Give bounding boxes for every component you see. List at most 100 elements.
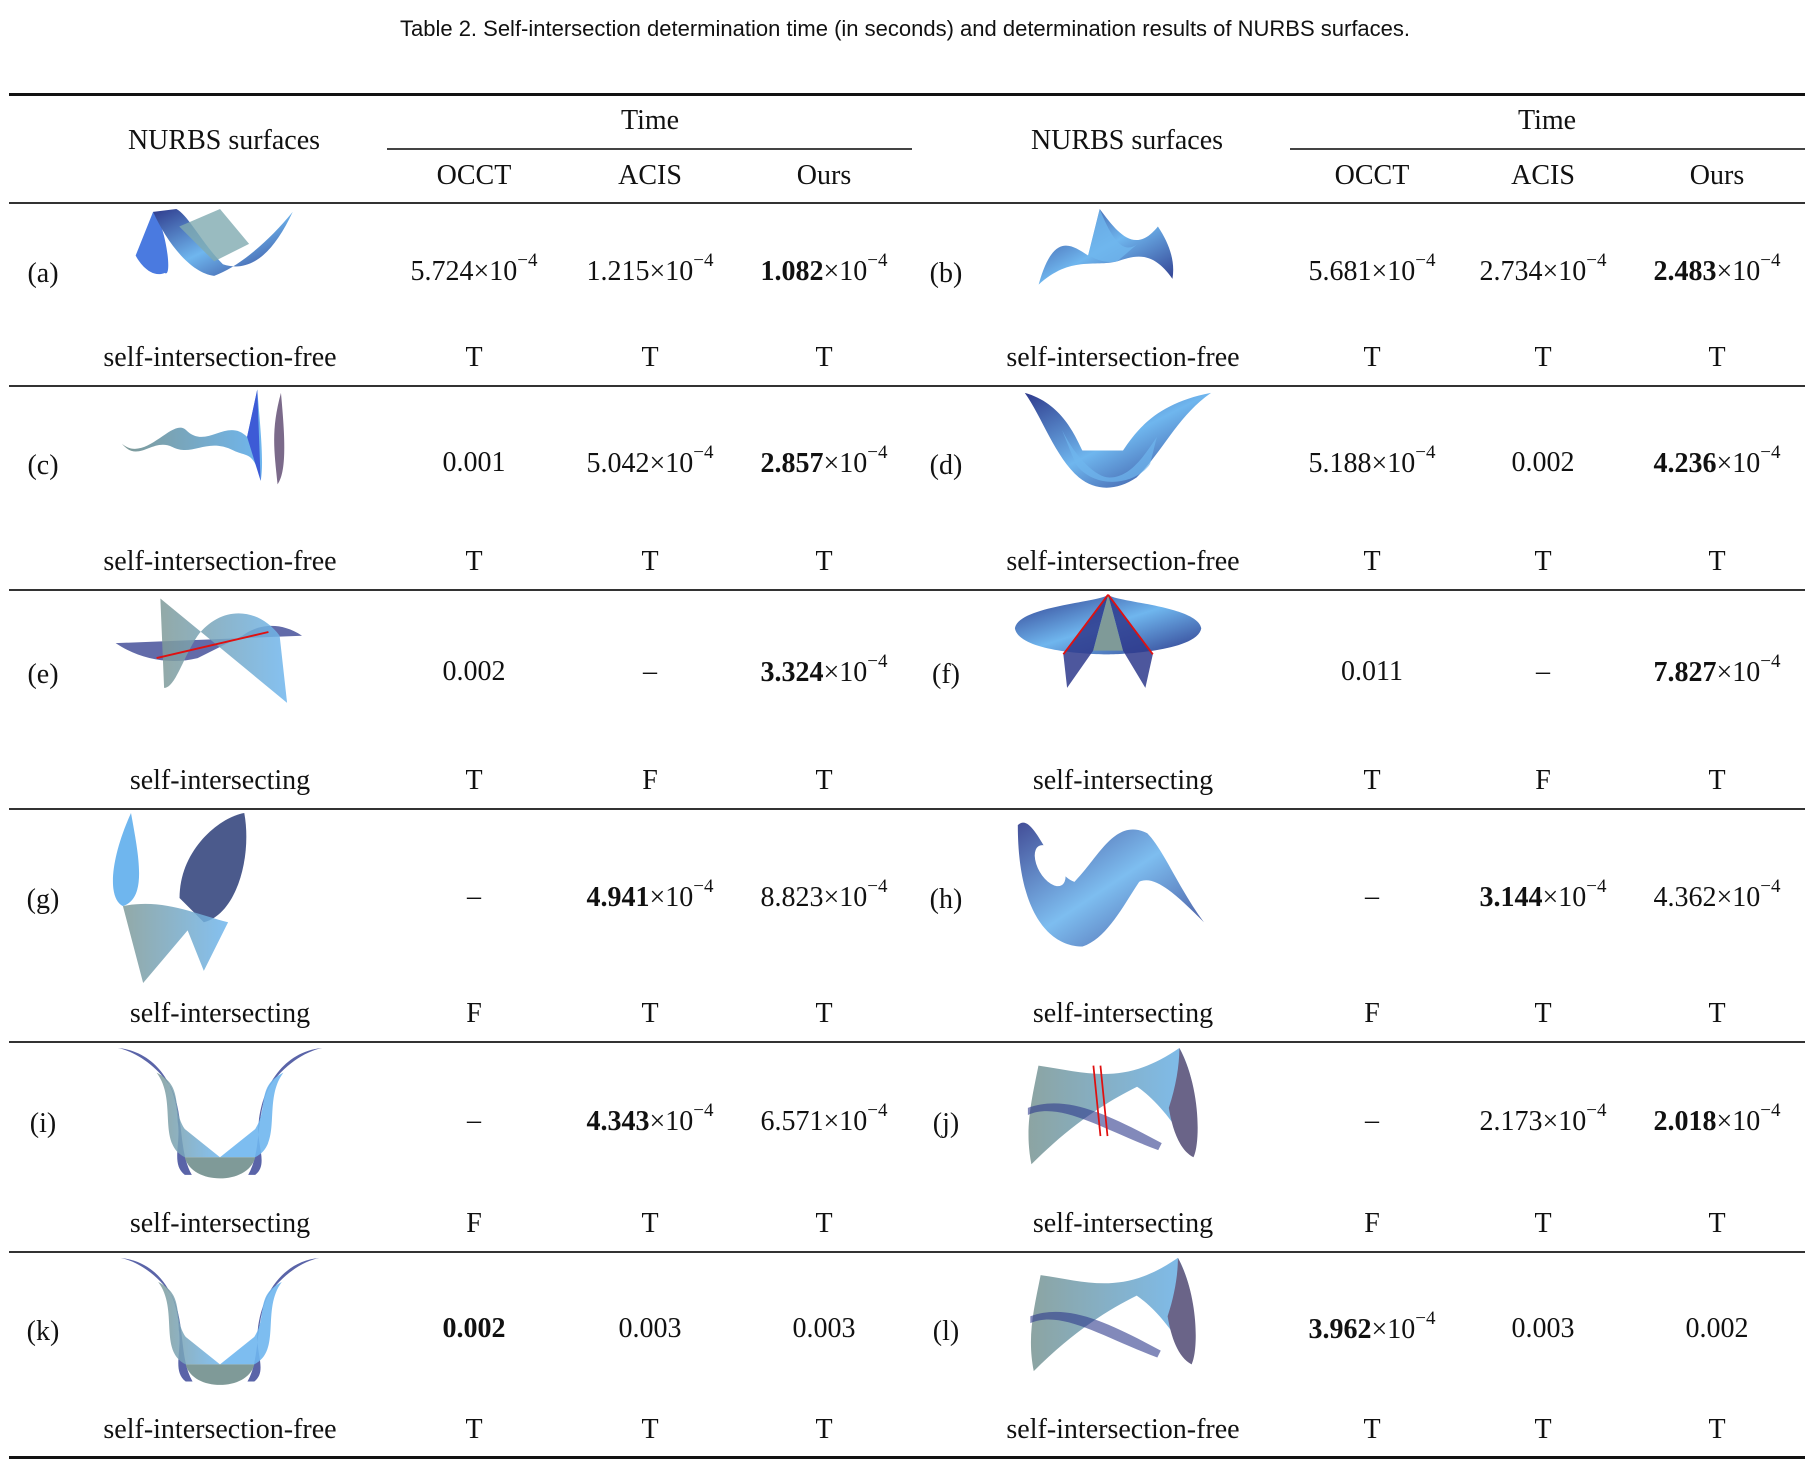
time-cell: – <box>1365 1105 1379 1137</box>
time-value: 0.002 <box>1511 447 1575 478</box>
time-cell: 1.215×10−4 <box>586 250 713 288</box>
result-cell: T <box>815 342 833 373</box>
nurbs-surface-image <box>1014 594 1202 688</box>
times-ten: ×10 <box>1371 448 1416 480</box>
time-value: 0.003 <box>792 1313 856 1344</box>
time-cell: 4.362×10−4 <box>1653 876 1780 914</box>
nurbs-surface-image <box>135 209 293 276</box>
time-mantissa: 2.018 <box>1653 1106 1717 1138</box>
time-mantissa: 2.483 <box>1653 256 1717 288</box>
time-cell: 2.173×10−4 <box>1479 1100 1606 1138</box>
header-surfaces-right: NURBS surfaces <box>1030 125 1224 156</box>
result-cell: T <box>1708 998 1726 1029</box>
time-exponent: −4 <box>1586 875 1607 897</box>
times-ten: ×10 <box>1716 657 1761 689</box>
time-value: – <box>643 656 657 687</box>
time-value: 0.003 <box>1511 1313 1575 1344</box>
determination-status: self-intersection-free <box>1006 546 1240 577</box>
time-mantissa: 3.144 <box>1479 882 1543 914</box>
row-rule <box>9 589 1805 591</box>
nurbs-surface-image <box>120 1257 320 1385</box>
nurbs-surface-image <box>112 813 247 983</box>
nurbs-surface-image <box>1030 1257 1196 1372</box>
surface-label: (g) <box>26 884 60 915</box>
table-caption: Table 2. Self-intersection determination… <box>399 16 1411 41</box>
time-exponent: −4 <box>867 441 888 463</box>
result-cell: T <box>1534 342 1552 373</box>
time-mantissa: 7.827 <box>1653 657 1717 689</box>
row-rule <box>9 385 1805 387</box>
header-time-right: Time <box>1517 105 1577 136</box>
time-mantissa: 4.941 <box>586 882 650 914</box>
time-exponent: −4 <box>867 875 888 897</box>
result-cell: F <box>466 1208 482 1239</box>
result-cell: T <box>815 1208 833 1239</box>
header-ours-left: Ours <box>796 160 852 191</box>
nurbs-surface-image <box>1017 822 1204 947</box>
surface-label: (c) <box>27 450 59 481</box>
table-row: (k) self-intersection-free 0.002 T 0.003 T 0.… <box>0 1252 1810 1458</box>
surface-label: (a) <box>27 258 59 289</box>
time-exponent: −4 <box>867 1099 888 1121</box>
time-cell: 0.003 <box>793 1313 856 1345</box>
times-ten: ×10 <box>823 657 868 689</box>
result-cell: F <box>1364 1208 1380 1239</box>
time-cell: 0.002 <box>443 1313 506 1345</box>
time-cell: – <box>643 656 657 688</box>
time-value: – <box>1536 656 1550 687</box>
determination-status: self-intersection-free <box>103 546 337 577</box>
time-value: 0.002 <box>1685 1313 1749 1344</box>
times-ten: ×10 <box>649 1106 694 1138</box>
time-rule-right <box>1290 148 1805 150</box>
table-row: (c) self-intersection-free 0.001 T 5.042 ×10… <box>0 386 1810 590</box>
time-cell: 3.962×10−4 <box>1308 1308 1435 1346</box>
time-exponent: −4 <box>1760 441 1781 463</box>
time-cell: 3.144×10−4 <box>1479 876 1606 914</box>
determination-status: self-intersecting <box>129 1208 311 1239</box>
result-cell: T <box>641 342 659 373</box>
time-value: 0.002 <box>442 1313 506 1344</box>
time-mantissa: 5.188 <box>1308 448 1372 480</box>
time-exponent: −4 <box>693 249 714 271</box>
times-ten: ×10 <box>823 882 868 914</box>
nurbs-surface-image <box>115 598 302 703</box>
time-mantissa: 4.343 <box>586 1106 650 1138</box>
time-mantissa: 5.042 <box>586 448 650 480</box>
time-mantissa: 4.362 <box>1653 882 1717 914</box>
result-cell: T <box>465 765 483 796</box>
surface-label: (h) <box>929 884 963 915</box>
time-exponent: −4 <box>693 1099 714 1121</box>
time-cell: 0.001 <box>443 447 506 479</box>
table-row: (a) self-intersection-free 5.724×10−4 T 1.2… <box>0 203 1810 386</box>
surface-label: (e) <box>27 659 59 690</box>
time-cell: – <box>467 1105 481 1137</box>
time-exponent: −4 <box>1586 1099 1607 1121</box>
time-mantissa: 1.215 <box>586 256 650 288</box>
time-cell: – <box>467 881 481 913</box>
result-cell: T <box>465 1414 483 1445</box>
time-cell: 0.002 <box>1512 447 1575 479</box>
time-value: – <box>467 881 481 912</box>
time-cell: 4.941×10−4 <box>586 876 713 914</box>
time-exponent: −4 <box>1760 875 1781 897</box>
top-rule <box>9 93 1805 96</box>
time-cell: 8.823×10−4 <box>760 876 887 914</box>
header-surfaces-left: NURBS surfaces <box>127 125 321 156</box>
surface-label: (f) <box>932 659 960 690</box>
time-cell: 5.188×10−4 <box>1308 442 1435 480</box>
time-cell: 7.827×10−4 <box>1653 651 1780 689</box>
result-cell: F <box>1535 765 1551 796</box>
time-exponent: −4 <box>1415 249 1436 271</box>
time-exponent: −4 <box>1760 249 1781 271</box>
result-cell: T <box>1363 546 1381 577</box>
result-cell: T <box>1534 998 1552 1029</box>
time-cell: 6.571×10−4 <box>760 1100 887 1138</box>
header-occt-left: OCCT <box>436 160 512 191</box>
time-cell: 3.324×10−4 <box>760 651 887 689</box>
time-exponent: −4 <box>867 650 888 672</box>
result-cell: T <box>1363 342 1381 373</box>
surface-label: (l) <box>932 1316 960 1347</box>
result-cell: T <box>1534 1208 1552 1239</box>
result-cell: T <box>815 998 833 1029</box>
header-occt-right: OCCT <box>1334 160 1410 191</box>
